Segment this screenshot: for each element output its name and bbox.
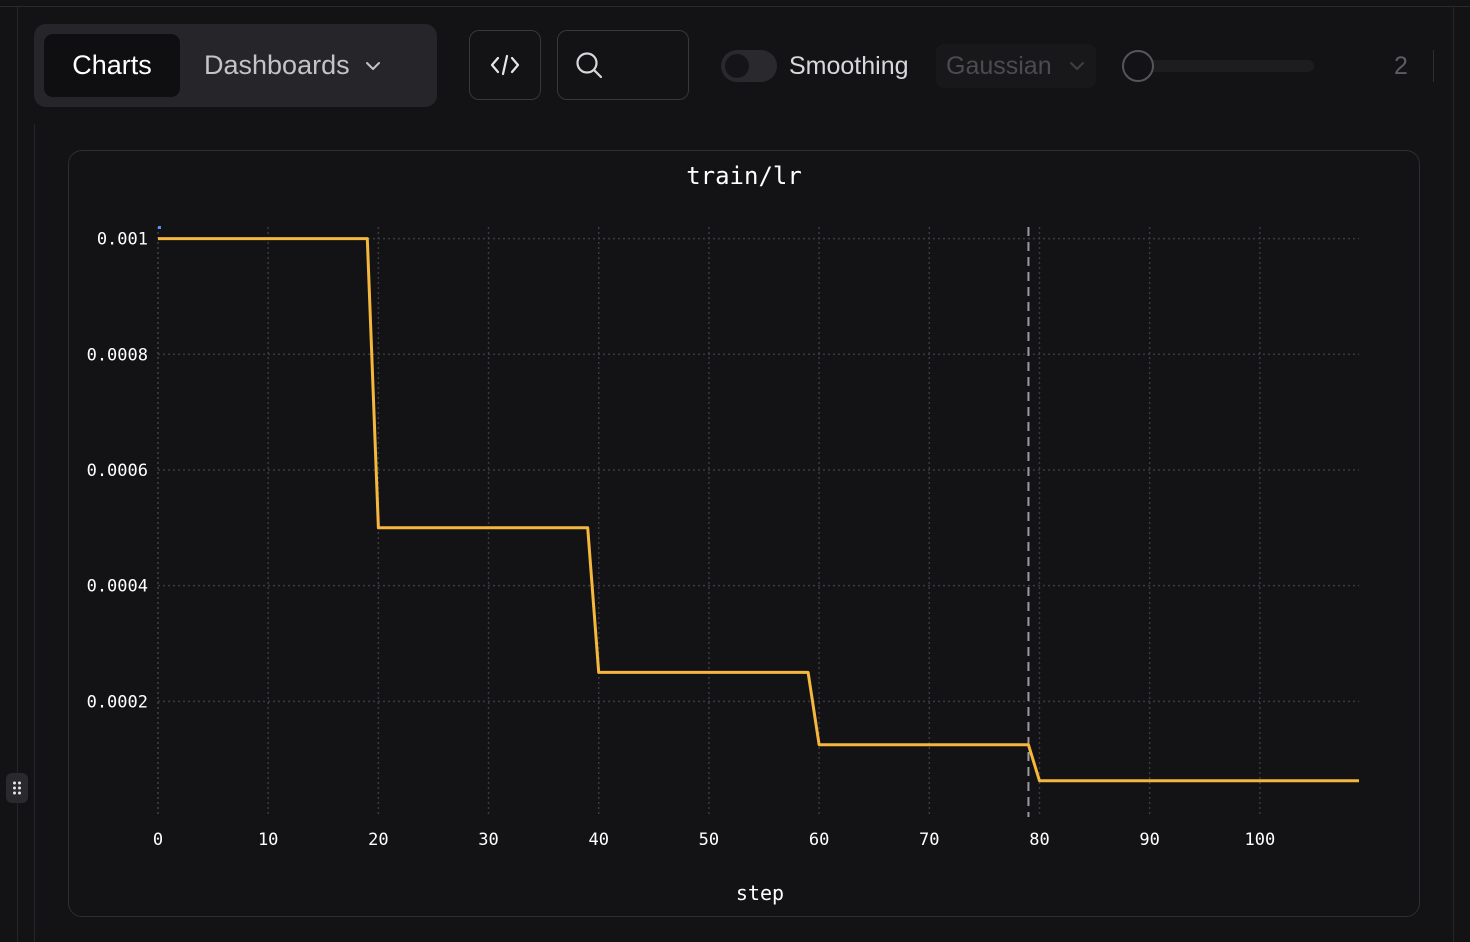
top-divider: [0, 6, 1470, 7]
smoothing-method-select[interactable]: Gaussian: [936, 44, 1096, 88]
x-axis-label: step: [736, 881, 784, 905]
x-tick-label: 0: [153, 830, 163, 850]
y-tick-label: 0.0008: [87, 345, 148, 365]
series-marker: [158, 226, 161, 229]
left-divider: [17, 6, 18, 942]
search-icon: [576, 52, 603, 79]
y-tick-label: 0.0006: [87, 461, 148, 481]
series-line-train-lr: [158, 237, 1359, 783]
x-tick-label: 90: [1139, 830, 1159, 850]
smoothing-value: 2: [1394, 52, 1408, 80]
x-tick-label: 50: [699, 830, 719, 850]
view-switcher: Charts Dashboards: [34, 24, 437, 107]
tab-dashboards-label: Dashboards: [204, 50, 350, 80]
smoothing-label: Smoothing: [789, 52, 909, 80]
panel-divider: [34, 124, 35, 942]
x-tick-label: 70: [919, 830, 939, 850]
toggle-knob: [725, 54, 749, 78]
smoothing-toggle[interactable]: [721, 50, 777, 82]
smoothing-method-value: Gaussian: [946, 51, 1052, 80]
x-tick-label: 60: [809, 830, 829, 850]
toolbar-separator: [1433, 50, 1434, 82]
x-tick-label: 30: [478, 830, 498, 850]
chevron-down-icon: [365, 61, 380, 70]
chart-title: train/lr: [686, 162, 802, 190]
x-tick-label: 20: [368, 830, 388, 850]
code-icon: [490, 54, 520, 76]
grip-dots-icon: [13, 781, 21, 795]
smoothing-slider-handle[interactable]: [1122, 50, 1154, 82]
tab-dashboards[interactable]: Dashboards: [204, 34, 382, 97]
x-tick-label: 80: [1029, 830, 1049, 850]
grid: [157, 227, 1359, 817]
y-tick-label: 0.001: [97, 230, 148, 250]
drag-handle-icon[interactable]: [6, 773, 28, 803]
search-button[interactable]: [557, 30, 689, 100]
axis-ticks: 0 10 20 30 40 50 60 70 80 90 100 0.0002 0.0004 0.0006…: [87, 230, 1276, 850]
smoothing-slider-track[interactable]: [1124, 60, 1314, 72]
y-tick-label: 0.0002: [87, 692, 148, 712]
x-tick-label: 100: [1244, 830, 1275, 850]
right-divider: [1453, 6, 1454, 942]
y-tick-label: 0.0004: [87, 577, 148, 597]
chevron-down-icon: [1069, 62, 1084, 70]
tab-charts[interactable]: Charts: [44, 34, 180, 97]
code-view-button[interactable]: [469, 30, 541, 100]
x-tick-label: 10: [258, 830, 278, 850]
line-chart[interactable]: 0 10 20 30 40 50 60 70 80 90 100 0.0002 0.0004 0.0006…: [69, 151, 1419, 916]
chart-card: 0 10 20 30 40 50 60 70 80 90 100 0.0002 0.0004 0.0006…: [68, 150, 1420, 917]
x-tick-label: 40: [588, 830, 608, 850]
